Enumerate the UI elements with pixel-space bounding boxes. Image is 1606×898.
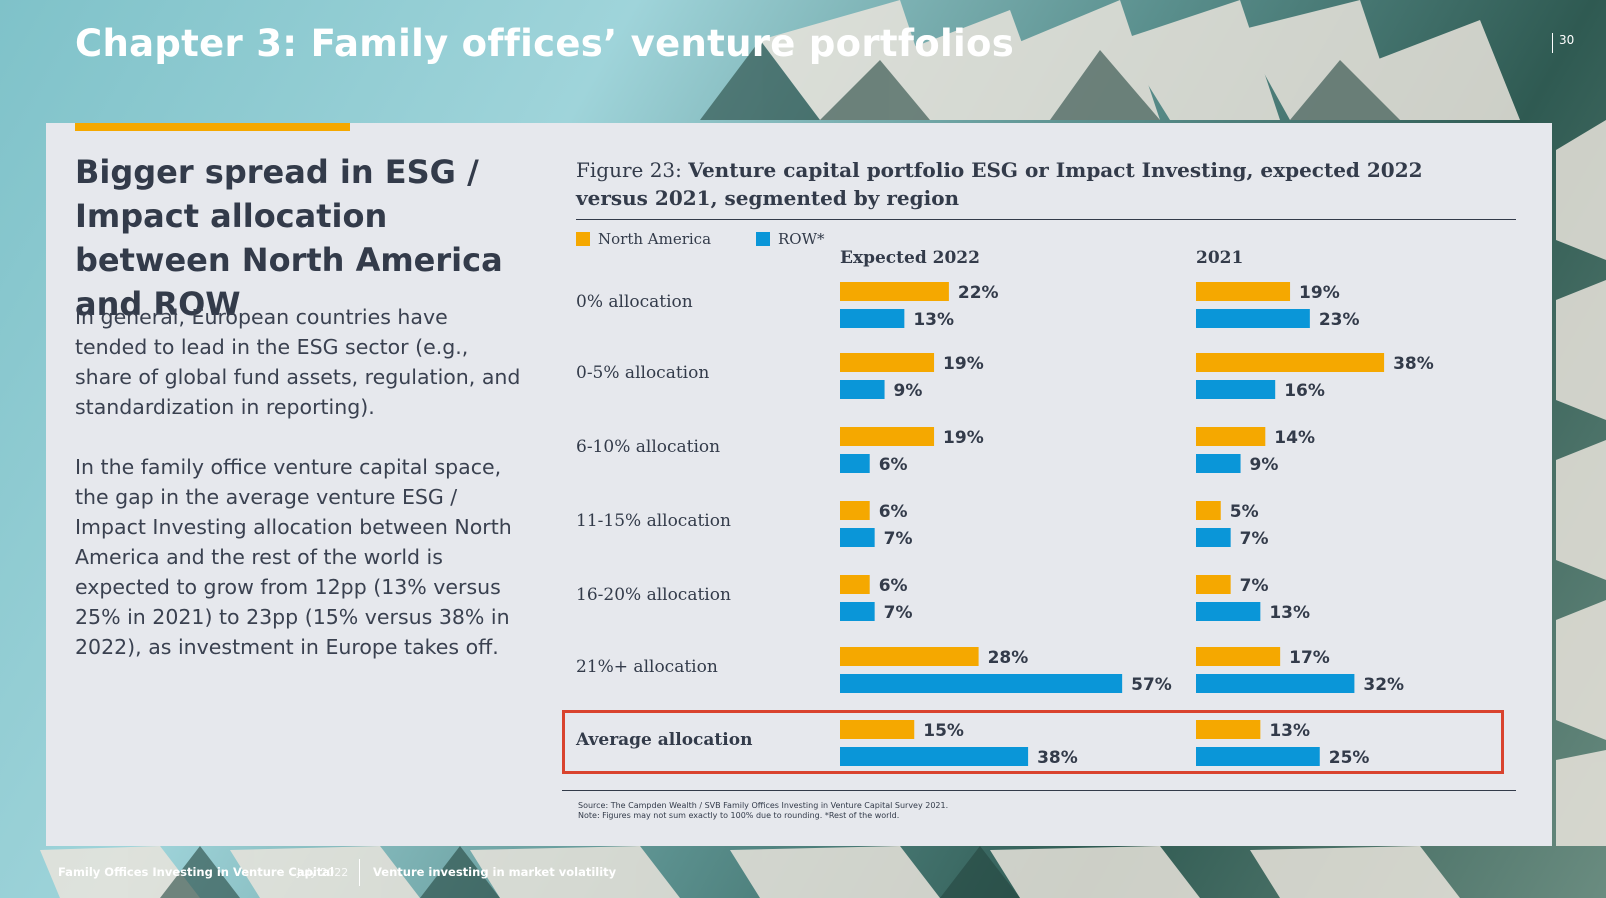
- category-label-21-allocation: 21%+ allocation: [576, 657, 718, 677]
- bar-2021-north-america-0-5-allocation: [1196, 353, 1385, 372]
- bar-label-2021-row-average-allocation: 25%: [1329, 748, 1370, 768]
- section-heading: Bigger spread in ESG / Impact allocation…: [75, 153, 503, 323]
- bar-expected-2022-row-16-20-allocation: [840, 602, 875, 621]
- page-number: 30: [1552, 33, 1574, 53]
- bar-2021-north-america-16-20-allocation: [1196, 575, 1231, 594]
- bar-2021-north-america-11-15-allocation: [1196, 501, 1221, 520]
- source-line-1: Source: The Campden Wealth / SVB Family …: [578, 801, 949, 810]
- bar-label-2021-row-0-5-allocation: 16%: [1284, 381, 1325, 401]
- bar-label-2021-north-america-16-20-allocation: 7%: [1240, 576, 1269, 596]
- bar-label-expected-2022-north-america-0-allocation: 22%: [958, 283, 999, 303]
- bar-expected-2022-row-21-allocation: [840, 674, 1123, 693]
- figure-source: Source: The Campden Wealth / SVB Family …: [578, 801, 948, 821]
- bar-label-2021-north-america-average-allocation: 13%: [1269, 721, 1310, 741]
- bar-expected-2022-north-america-16-20-allocation: [840, 575, 870, 594]
- bar-label-expected-2022-row-16-20-allocation: 7%: [884, 603, 913, 623]
- figure-label: Figure 23:: [576, 158, 689, 182]
- bar-label-2021-north-america-21-allocation: 17%: [1289, 648, 1330, 668]
- bar-expected-2022-row-average-allocation: [840, 747, 1029, 766]
- bar-label-expected-2022-north-america-21-allocation: 28%: [988, 648, 1029, 668]
- content-panel: [46, 123, 1552, 846]
- footer-section: Venture investing in market volatility: [373, 865, 617, 879]
- figure-caption: Figure 23: Venture capital portfolio ESG…: [576, 156, 1476, 212]
- source-line-2: Note: Figures may not sum exactly to 100…: [578, 811, 900, 820]
- bar-label-expected-2022-north-america-average-allocation: 15%: [923, 721, 964, 741]
- bar-label-expected-2022-row-6-10-allocation: 6%: [879, 455, 908, 475]
- detail-paragraph: In the family office venture capital spa…: [75, 455, 512, 659]
- category-label-11-15-allocation: 11-15% allocation: [576, 511, 731, 531]
- intro-paragraph: In general, European countries have tend…: [75, 305, 521, 419]
- category-label-6-10-allocation: 6-10% allocation: [576, 437, 720, 457]
- bar-2021-row-0-5-allocation: [1196, 380, 1276, 399]
- bar-2021-row-average-allocation: [1196, 747, 1320, 766]
- bar-expected-2022-north-america-average-allocation: [840, 720, 915, 739]
- bar-expected-2022-north-america-11-15-allocation: [840, 501, 870, 520]
- bar-label-expected-2022-north-america-16-20-allocation: 6%: [879, 576, 908, 596]
- panel-header-2021: 2021: [1196, 248, 1243, 268]
- bar-2021-row-11-15-allocation: [1196, 528, 1231, 547]
- bar-label-2021-row-0-allocation: 23%: [1319, 310, 1360, 330]
- figure-rule: [576, 219, 1516, 220]
- bar-2021-row-16-20-allocation: [1196, 602, 1261, 621]
- bar-label-expected-2022-row-0-allocation: 13%: [913, 310, 954, 330]
- category-label-0-5-allocation: 0-5% allocation: [576, 363, 709, 383]
- bar-expected-2022-row-0-5-allocation: [840, 380, 885, 399]
- bar-expected-2022-row-11-15-allocation: [840, 528, 875, 547]
- bar-label-2021-row-16-20-allocation: 13%: [1269, 603, 1310, 623]
- legend-swatch-north-america: [576, 232, 590, 246]
- bar-label-expected-2022-north-america-11-15-allocation: 6%: [879, 502, 908, 522]
- bar-label-2021-north-america-6-10-allocation: 14%: [1274, 428, 1315, 448]
- legend-swatch-row: [756, 232, 770, 246]
- bar-2021-row-0-allocation: [1196, 309, 1310, 328]
- bar-2021-north-america-6-10-allocation: [1196, 427, 1266, 446]
- footer-date: July 2022: [297, 866, 349, 879]
- category-label-average-allocation: Average allocation: [575, 730, 752, 750]
- average-highlight-box: [562, 710, 1504, 774]
- bar-label-2021-row-6-10-allocation: 9%: [1250, 455, 1279, 475]
- bar-expected-2022-row-6-10-allocation: [840, 454, 870, 473]
- accent-bar: [75, 123, 350, 131]
- footer-report-title: Family Offices Investing in Venture Capi…: [58, 865, 334, 879]
- bar-label-expected-2022-row-average-allocation: 38%: [1037, 748, 1078, 768]
- bar-label-expected-2022-row-0-5-allocation: 9%: [894, 381, 923, 401]
- bar-expected-2022-row-0-allocation: [840, 309, 905, 328]
- category-label-16-20-allocation: 16-20% allocation: [576, 585, 731, 605]
- bar-label-expected-2022-row-11-15-allocation: 7%: [884, 529, 913, 549]
- category-label-0-allocation: 0% allocation: [576, 292, 693, 312]
- bar-label-expected-2022-north-america-6-10-allocation: 19%: [943, 428, 984, 448]
- footer-divider: [359, 859, 360, 886]
- bar-2021-north-america-average-allocation: [1196, 720, 1261, 739]
- bar-2021-north-america-0-allocation: [1196, 282, 1291, 301]
- bar-label-2021-north-america-0-allocation: 19%: [1299, 283, 1340, 303]
- bar-expected-2022-north-america-0-allocation: [840, 282, 949, 301]
- bar-expected-2022-north-america-21-allocation: [840, 647, 979, 666]
- legend-label-row: ROW*: [778, 230, 825, 248]
- bar-expected-2022-north-america-6-10-allocation: [840, 427, 935, 446]
- bar-2021-north-america-21-allocation: [1196, 647, 1281, 666]
- bar-label-2021-row-11-15-allocation: 7%: [1240, 529, 1269, 549]
- bar-label-2021-row-21-allocation: 32%: [1363, 675, 1404, 695]
- chapter-title: Chapter 3: Family offices’ venture portf…: [75, 22, 1015, 65]
- source-rule: [562, 790, 1516, 791]
- bar-label-2021-north-america-0-5-allocation: 38%: [1393, 354, 1434, 374]
- figure-title: Venture capital portfolio ESG or Impact …: [576, 158, 1423, 210]
- bar-expected-2022-north-america-0-5-allocation: [840, 353, 935, 372]
- bar-2021-row-21-allocation: [1196, 674, 1355, 693]
- bar-label-expected-2022-north-america-0-5-allocation: 19%: [943, 354, 984, 374]
- legend-label-north-america: North America: [598, 230, 711, 248]
- panel-header-expected-2022: Expected 2022: [840, 248, 980, 268]
- bar-label-expected-2022-row-21-allocation: 57%: [1131, 675, 1172, 695]
- bar-2021-row-6-10-allocation: [1196, 454, 1241, 473]
- bar-label-2021-north-america-11-15-allocation: 5%: [1230, 502, 1259, 522]
